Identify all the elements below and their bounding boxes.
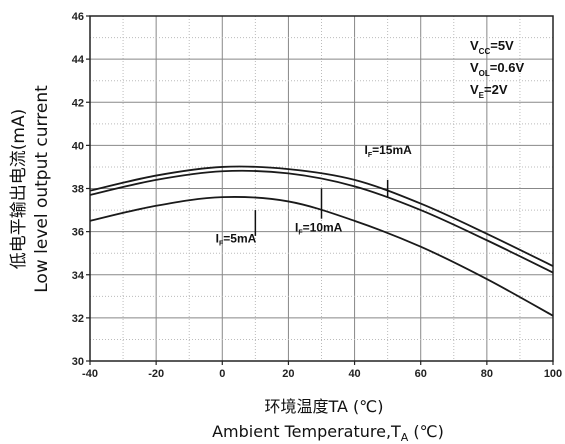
condition-value: =5V <box>490 38 514 53</box>
x-tick-label: 100 <box>544 368 562 380</box>
condition-sub: CC <box>479 47 491 56</box>
y-tick-label: 38 <box>72 184 84 196</box>
series-label-main: I <box>216 231 219 245</box>
x-tick-labels: -40 -20 0 20 40 60 80 100 <box>82 361 562 380</box>
y-axis-label-cn: 低电平输出电流(mA) <box>9 109 29 269</box>
x-tick-label: 0 <box>219 368 225 380</box>
x-axis-label-en-unit: (℃) <box>408 422 444 441</box>
y-axis-label-en: Low level output current <box>32 85 52 293</box>
condition-value: =0.6V <box>490 60 525 75</box>
y-tick-label: 40 <box>72 140 84 152</box>
condition-line: VOL=0.6V <box>470 60 524 78</box>
condition-main: V <box>470 82 479 97</box>
series-label-rest: =10mA <box>303 221 343 235</box>
condition-sub: OL <box>479 69 490 78</box>
y-tick-label: 34 <box>72 270 85 282</box>
series-label-sub: F <box>298 230 303 237</box>
x-axis-label-en-main: Ambient Temperature,T <box>212 422 401 441</box>
series-line-0 <box>89 165 554 267</box>
condition-sub: E <box>479 91 485 100</box>
x-tick-label: 60 <box>415 368 427 380</box>
condition-value: =2V <box>484 82 508 97</box>
condition-main: V <box>470 60 479 75</box>
series-line-1 <box>89 169 554 274</box>
series-label-rest: =5mA <box>223 231 256 245</box>
y-tick-label: 46 <box>72 11 84 23</box>
series-label: IF=10mA <box>295 221 343 237</box>
y-tick-label: 30 <box>72 356 84 368</box>
y-tick-label: 42 <box>72 97 84 109</box>
x-tick-label: -40 <box>82 368 98 380</box>
series-label-sub: F <box>368 152 373 159</box>
series-label: IF=5mA <box>216 231 257 247</box>
x-tick-label: 80 <box>481 368 493 380</box>
x-axis-label-en-sub: A <box>401 431 409 444</box>
series-label: IF=15mA <box>364 143 412 159</box>
condition-main: V <box>470 38 479 53</box>
y-tick-label: 36 <box>72 227 84 239</box>
y-tick-labels: 30 32 34 36 38 40 42 44 46 <box>72 11 90 368</box>
x-axis-label-cn: 环境温度TA (℃) <box>264 397 383 416</box>
x-tick-label: 20 <box>282 368 294 380</box>
y-tick-label: 32 <box>72 313 84 325</box>
x-tick-label: 40 <box>348 368 360 380</box>
series-label-sub: F <box>219 240 224 247</box>
series-label-rest: =15mA <box>372 143 412 157</box>
x-axis-label-en: Ambient Temperature,TA (℃) <box>212 422 444 444</box>
x-tick-label: -20 <box>148 368 164 380</box>
series-label-main: I <box>364 143 367 157</box>
condition-line: VE=2V <box>470 82 508 100</box>
series-label-main: I <box>295 221 298 235</box>
y-tick-label: 44 <box>72 54 85 66</box>
condition-line: VCC=5V <box>470 38 514 56</box>
